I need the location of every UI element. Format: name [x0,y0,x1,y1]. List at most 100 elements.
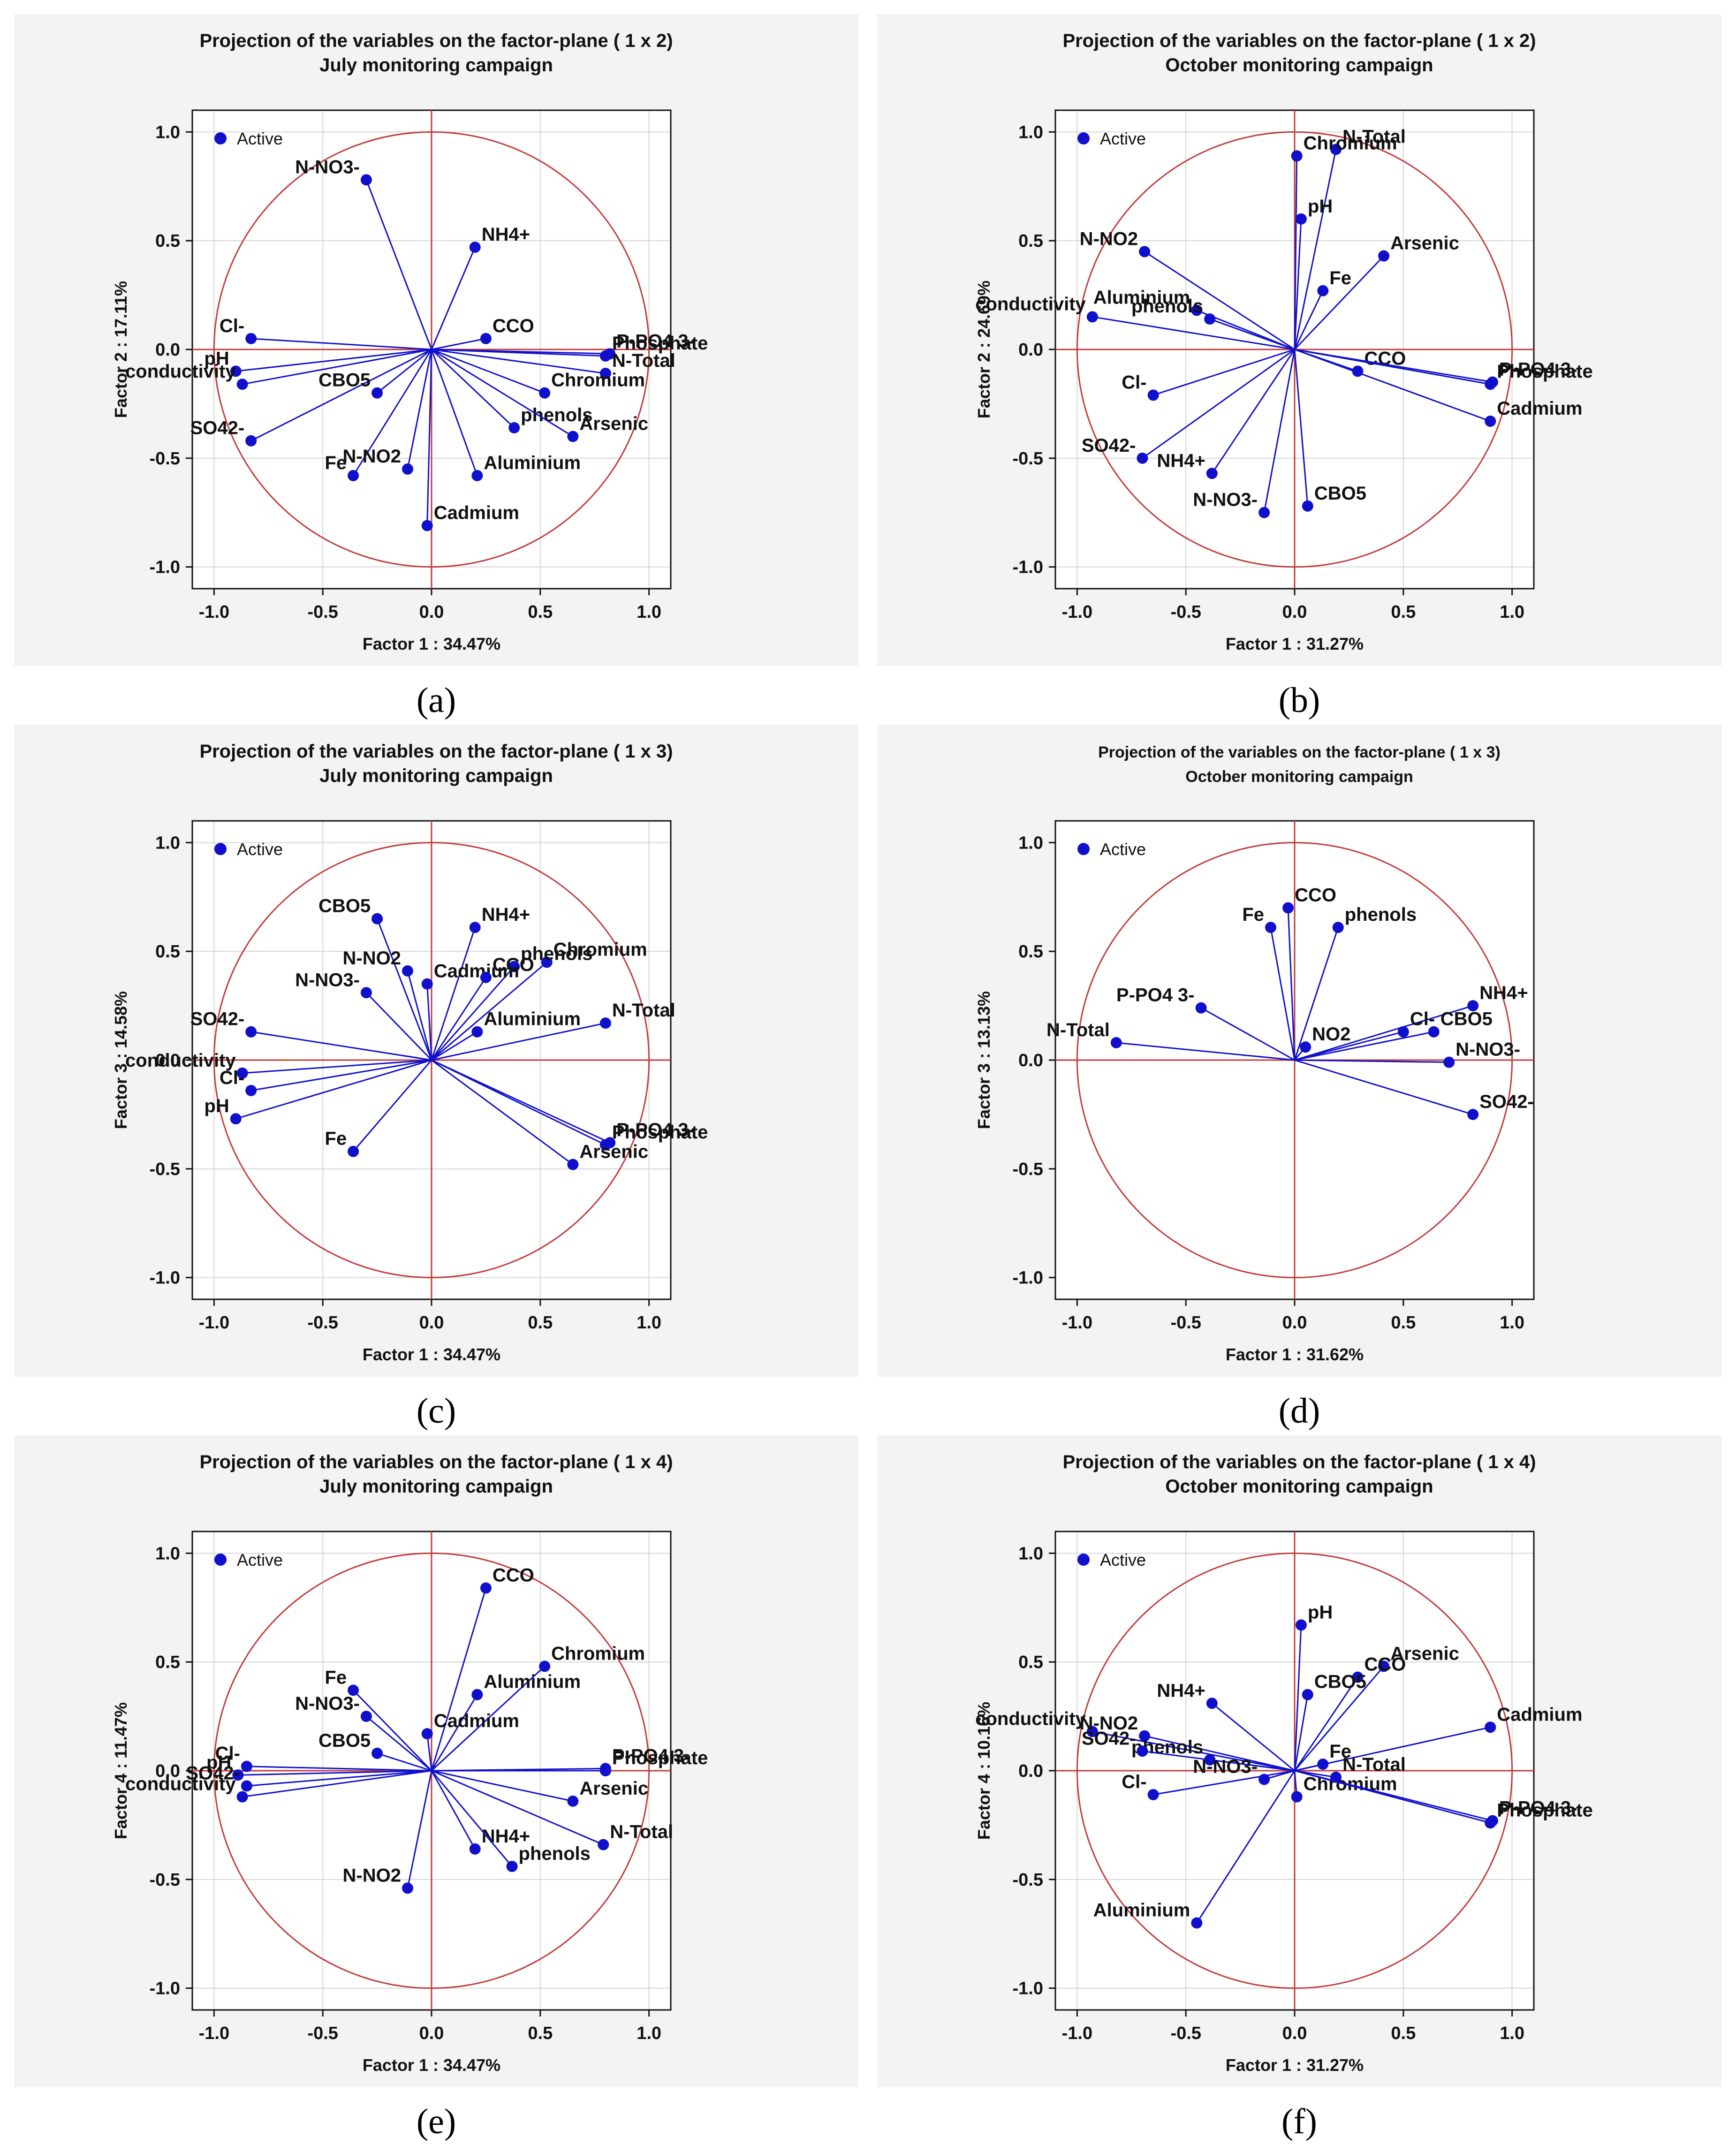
vector-n-no2 [1144,1735,1295,1772]
chart-subtitle: July monitoring campaign [319,766,553,786]
chart-panel-f: Projection of the variables on the facto… [877,1435,1721,2087]
point-phenols [1332,922,1344,933]
point-cl [1147,1789,1159,1800]
label-ph: pH [1308,196,1333,217]
vector-conductivity [242,1770,432,1798]
point-cadmium [421,520,433,531]
y-tick-label: -0.5 [150,1160,180,1179]
label-cl: Cl- [220,316,244,336]
label-chromium: Chromium [551,370,645,391]
label-ph: pH [1308,1602,1333,1622]
caption-f: (f) [1281,2102,1317,2141]
point-arsenic [567,1795,579,1807]
chart-title: Projection of the variables on the facto… [1062,30,1536,51]
vector-phenols [1294,927,1339,1061]
point-arsenic [1378,1660,1390,1672]
vector-n-total [431,1022,606,1061]
label-phenols: phenols [1345,904,1417,925]
label-cbo5: CBO5 [1314,1672,1366,1692]
label-cadmium: Cadmium [1497,398,1582,419]
vector-cbo5 [376,918,432,1061]
legend-marker [214,843,227,855]
label-ph: pH [204,1096,229,1116]
x-tick-label: 1.0 [637,1313,661,1333]
vector-conductivity [242,349,432,385]
label-cco: CCO [493,955,534,975]
y-tick-label: -1.0 [150,1268,180,1288]
x-tick-label: 1.0 [1500,1313,1524,1333]
point-cbo5 [371,1747,383,1759]
vector-cbo5 [377,1752,432,1772]
x-axis-label: Factor 1 : 31.27% [1226,2055,1364,2075]
chart-panel-a: Projection of the variables on the facto… [14,14,858,666]
label-conductivity: conductivity [975,1709,1086,1729]
point-phosphate [599,1765,611,1776]
label-phenols: phenols [521,405,592,425]
chart-title: Projection of the variables on the facto… [1062,1452,1536,1472]
legend-label: Active [237,1550,283,1569]
point-nh4 [1206,468,1218,479]
point-nh4 [469,1843,481,1855]
point-cl [245,1084,257,1096]
label-chromium: Chromium [553,939,647,960]
vector-cl [1294,1031,1404,1061]
label-so42: SO42- [186,1763,240,1783]
label-n-no3: N-NO3- [295,1693,360,1714]
vector-cl [251,338,432,350]
point-nh4 [469,922,481,933]
legend-label: Active [1100,129,1146,148]
chart-subtitle: July monitoring campaign [319,55,553,76]
point-cadmium [421,978,433,990]
point-chromium [1291,1791,1303,1803]
point-cl [1397,1026,1409,1038]
x-tick-label: -1.0 [199,602,229,622]
point-n-total [599,368,611,379]
label-fe: Fe [1329,268,1351,288]
vector-n-total [1294,149,1337,350]
x-tick-label: 0.0 [419,602,444,622]
vector-n-no2 [407,349,432,470]
point-phenols [1204,313,1216,325]
vector-cco [1287,908,1296,1061]
point-nh4 [1206,1698,1218,1709]
point-cbo5 [1428,1026,1440,1038]
y-tick-label: -1.0 [1013,1979,1043,1999]
label-p-po4-3: P-PO4 3- [612,1745,690,1766]
vector-aluminium [431,349,478,476]
vector-nh4 [431,247,476,350]
vector-chromium [431,349,545,394]
label-aluminium: Aluminium [484,453,581,473]
vector-n-no3 [1294,1059,1449,1063]
legend-marker [1077,843,1090,855]
label-p-po4-3: P-PO4 3- [1499,359,1577,380]
vector-fe [353,1690,432,1772]
vector-nh4 [1211,1703,1295,1772]
y-tick-label: 0.0 [155,1761,180,1781]
label-so42: SO42- [190,418,245,439]
point-phenols [508,422,520,433]
label-cadmium: Cadmium [434,1711,519,1731]
x-axis-label: Factor 1 : 34.47% [363,634,500,653]
vector-arsenic [431,1059,574,1165]
caption-a: (a) [416,681,456,720]
label-cco: CCO [1295,885,1336,905]
vector-aluminium [431,1031,478,1061]
point-aluminium [1191,1917,1203,1929]
chart-subtitle: October monitoring campaign [1165,55,1433,76]
point-fe [1265,922,1276,933]
point-cbo5 [1302,500,1313,512]
chart-panel-d: Projection of the variables on the facto… [877,725,1721,1377]
y-tick-label: 1.0 [1018,1544,1043,1563]
label-cco: CCO [1364,1654,1406,1675]
y-tick-label: 0.5 [1018,942,1043,962]
x-tick-label: 0.0 [1282,1313,1307,1333]
vector-ph [235,349,432,372]
label-p-po4-3: P-PO4 3- [1116,985,1195,1006]
point-phosphate [599,1139,611,1151]
vector-n-no3 [365,1715,432,1772]
vector-cbo5 [377,349,432,394]
label-p-po4-3: P-PO4 3- [616,331,695,351]
y-tick-label: 0.5 [1018,1653,1043,1672]
vector-so42 [1294,1059,1473,1115]
y-axis-label: Factor 2 : 17.11% [111,281,130,418]
